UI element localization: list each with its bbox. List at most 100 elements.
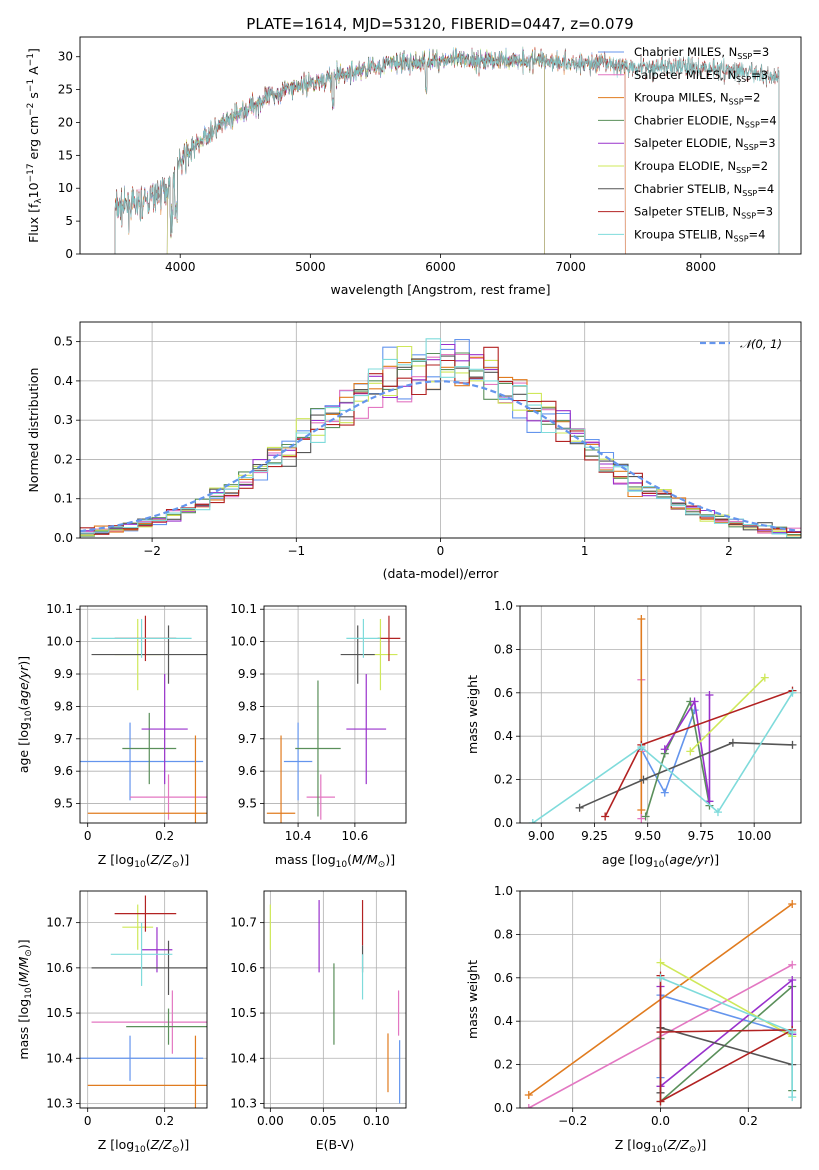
y-tick-label: 0.1: [54, 492, 73, 506]
x-tick-label: −1: [287, 544, 305, 558]
y-tick-label: 9.9: [238, 667, 257, 681]
age-vs-z-points: [80, 615, 207, 823]
y-axis-label: mass [log10(M/M⊙)]: [16, 939, 34, 1059]
weight-point-kroupa-elodie: [656, 958, 665, 967]
weight-point-salpeter-elodie: [705, 690, 714, 699]
y-tick-label: 25: [58, 83, 73, 97]
spectrum-panel: 4000 5000 6000 7000 8000 0 5 10 15 20 25 30 waveleng…: [26, 36, 802, 297]
weight-point-chabrier-elodie: [641, 812, 650, 821]
y-tick-label: 0.8: [494, 642, 513, 656]
weight-point-salpeter-elodie: [660, 745, 669, 754]
axes-frame: [263, 605, 407, 824]
x-tick-label: 0.2: [155, 829, 174, 843]
weight-point-salpeter-stelib: [656, 1097, 665, 1106]
weight-point-salpeter-elodie: [788, 975, 797, 984]
y-tick-label: 10.6: [230, 961, 257, 975]
y-tick-label: 0.2: [494, 773, 513, 787]
weight-line-salpeter-elodie: [664, 695, 711, 802]
x-tick-label: −0.2: [558, 1114, 587, 1128]
y-tick-label: 10.6: [46, 961, 73, 975]
weight-point-kroupa-miles: [788, 900, 797, 909]
legend-entry-salpeter-miles: Salpeter MILES, NSSP=3: [634, 68, 768, 84]
x-tick-label: 9.50: [634, 829, 661, 843]
x-tick-label: 0.00: [257, 1114, 284, 1128]
legend-entry-salpeter-elodie: Salpeter ELODIE, NSSP=3: [634, 136, 776, 152]
y-tick-label: 10.0: [46, 635, 73, 649]
age-vs-mass-points: [266, 615, 401, 823]
x-axis-label: Z [log10(Z/Z⊙)]: [98, 852, 189, 870]
legend-entry-chabrier-miles: Chabrier MILES, NSSP=3: [634, 45, 769, 61]
axes-frame: [79, 321, 802, 539]
x-tick-label: 0.2: [155, 1114, 174, 1128]
y-axis-label: mass weight: [465, 960, 480, 1039]
y-tick-label: 0.4: [54, 374, 73, 388]
weight-line-chabrier-stelib: [579, 741, 793, 809]
x-axis-label: wavelength [Angstrom, rest frame]: [330, 282, 550, 297]
x-tick-label: 5000: [295, 260, 326, 274]
x-tick-label: 9.75: [688, 829, 715, 843]
y-tick-label: 10.4: [46, 1051, 73, 1065]
x-axis-label: age [log10(age/yr)]: [602, 852, 719, 870]
x-tick-label: 2: [725, 544, 733, 558]
legend-entry-salpeter-stelib: Salpeter STELIB, NSSP=3: [634, 205, 773, 221]
axes-frame: [79, 36, 802, 255]
spectrum-line-kroupa-stelib: [114, 46, 780, 254]
x-tick-label: 0.05: [310, 1114, 337, 1128]
y-tick-label: 0.6: [494, 686, 513, 700]
x-tick-label: 0: [437, 544, 445, 558]
weight-point-salpeter-elodie: [690, 697, 699, 706]
legend-entry-normal: 𝒩(0, 1): [740, 337, 782, 351]
plot-layer: 4000 5000 6000 7000 8000051015202530waveleng…: [16, 36, 802, 1155]
y-tick-label: 10.7: [46, 916, 73, 930]
axes-frame: [519, 605, 802, 824]
y-tick-label: 0.0: [494, 816, 513, 830]
y-tick-label: 1.0: [494, 599, 513, 613]
weight-point-salpeter-stelib: [656, 1028, 665, 1037]
y-tick-label: 0: [65, 247, 73, 261]
y-tick-label: 5: [65, 214, 73, 228]
axes-frame: [519, 890, 802, 1109]
y-tick-label: 10.7: [230, 916, 257, 930]
histogram-group: [80, 338, 801, 538]
x-tick-label: 4000: [165, 260, 196, 274]
mass-vs-z-panel: 0 0.2 10.3 10.4 10.5 10.6 10.7 Z [log10(Z/Z⊙)] m…: [16, 890, 208, 1155]
y-tick-label: 0.8: [494, 927, 513, 941]
y-tick-label: 0.4: [494, 729, 513, 743]
mass-vs-z-points: [80, 895, 207, 1108]
weight-point-salpeter-miles: [524, 1104, 533, 1108]
y-tick-label: 9.5: [238, 797, 257, 811]
weight-point-chabrier-miles: [660, 788, 669, 797]
legend-entry-kroupa-elodie: Kroupa ELODIE, NSSP=2: [634, 159, 768, 175]
y-tick-label: 9.6: [54, 764, 73, 778]
weight-point-kroupa-elodie: [686, 747, 695, 756]
y-tick-label: 10.0: [230, 635, 257, 649]
x-tick-label: 10.00: [737, 829, 771, 843]
x-tick-label: −2: [143, 544, 161, 558]
weight-point-chabrier-stelib: [788, 740, 797, 749]
y-axis-label: mass weight: [465, 675, 480, 754]
axes-frame: [263, 890, 407, 1109]
x-tick-label: 1: [581, 544, 589, 558]
weight-vs-z-panel: −0.2 0.0 0.2 0.0 0.2 0.4 0.6 0.8 1.0 Z [log10(Z/Z…: [465, 884, 802, 1155]
x-tick-label: 7000: [555, 260, 586, 274]
mass-vs-ebv-panel: 0.00 0.05 0.10 10.3 10.4 10.5 10.6 10.7 E(B-V): [230, 890, 407, 1152]
y-tick-label: 0.3: [54, 413, 73, 427]
y-tick-label: 1.0: [494, 884, 513, 898]
weight-point-chabrier-stelib: [639, 775, 648, 784]
x-tick-label: 0: [84, 1114, 92, 1128]
y-tick-label: 10.3: [230, 1096, 257, 1110]
axes-frame: [79, 605, 208, 824]
y-tick-label: 15: [58, 148, 73, 162]
weight-point-kroupa-stelib: [788, 688, 797, 697]
y-tick-label: 0.6: [494, 971, 513, 985]
y-tick-label: 10.1: [230, 602, 257, 616]
y-tick-label: 9.8: [54, 699, 73, 713]
figure-title: PLATE=1614, MJD=53120, FIBERID=0447, z=0…: [246, 15, 633, 33]
weight-point-kroupa-miles: [637, 615, 646, 624]
y-tick-label: 20: [58, 115, 73, 129]
y-tick-label: 9.6: [238, 764, 257, 778]
x-axis-label: (data-model)/error: [383, 566, 500, 581]
y-tick-label: 10.1: [46, 602, 73, 616]
weight-point-salpeter-miles: [637, 814, 646, 823]
